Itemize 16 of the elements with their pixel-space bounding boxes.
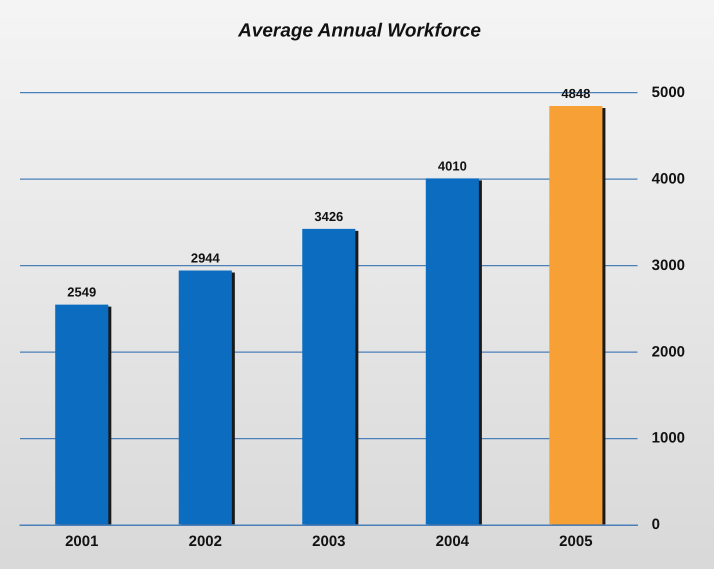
data-label: 2944 (190, 250, 221, 266)
y-tick-label: 0 (652, 516, 660, 534)
y-tick-label: 2000 (652, 343, 686, 360)
data-label: 4010 (438, 158, 467, 174)
x-tick-label: 2005 (559, 533, 593, 550)
y-tick-label: 3000 (652, 256, 686, 274)
x-tick-label: 2002 (188, 533, 222, 550)
y-tick-label: 5000 (652, 84, 686, 101)
data-label: 2549 (67, 284, 96, 300)
x-tick-label: 2003 (312, 533, 346, 550)
chart-title: Average Annual Workforce (237, 20, 482, 42)
x-tick-label: 2001 (65, 533, 98, 550)
data-label: 3426 (314, 208, 344, 224)
y-tick-label: 1000 (652, 430, 686, 447)
x-tick-label: 2004 (436, 533, 470, 550)
y-tick-label: 4000 (652, 170, 686, 188)
